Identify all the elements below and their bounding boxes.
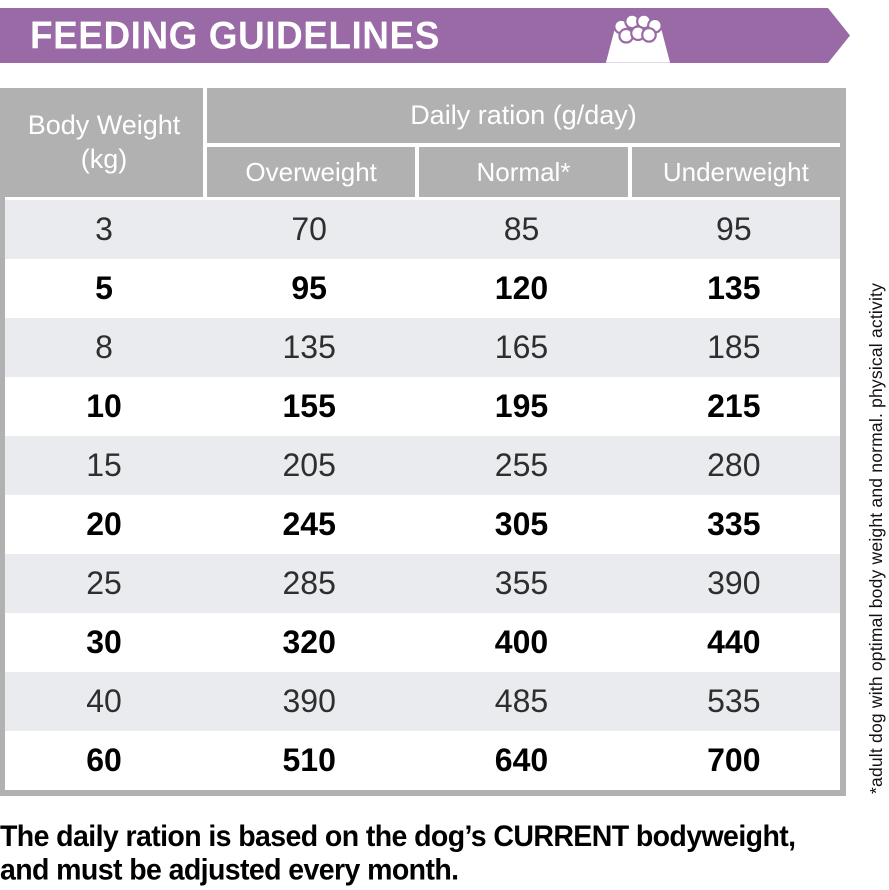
cell-overweight: 155 — [282, 388, 336, 424]
table-row: 60 510 640 700 — [5, 731, 840, 790]
cell-overweight: 205 — [282, 447, 336, 483]
cell-normal: 195 — [494, 388, 549, 424]
table-header: Body Weight (kg) Daily ration (g/day) Ov… — [5, 88, 840, 197]
side-footnote: *adult dog with optimal body weight and … — [866, 282, 886, 794]
cell-normal: 85 — [503, 211, 540, 247]
cell-overweight: 135 — [282, 329, 336, 365]
header-daily-ration: Daily ration (g/day) — [207, 88, 840, 143]
table-row: 30 320 400 440 — [5, 613, 840, 672]
cell-normal: 305 — [494, 506, 549, 542]
cell-underweight: 700 — [707, 742, 761, 778]
cell-overweight: 95 — [291, 270, 327, 306]
cell-overweight: 320 — [282, 624, 336, 660]
footer-note: The daily ration is based on the dog’s C… — [0, 820, 889, 888]
banner-title: FEEDING GUIDELINES — [30, 13, 440, 57]
footer-line-2: and must be adjusted every month. — [0, 854, 459, 887]
cell-normal: 255 — [494, 447, 549, 483]
cell-underweight: 335 — [707, 506, 761, 542]
cell-normal: 640 — [494, 742, 549, 778]
footer-line-1: The daily ration is based on the dog’s C… — [0, 820, 796, 853]
cell-normal: 355 — [494, 565, 549, 601]
table-row: 15 205 255 280 — [5, 436, 840, 495]
table-row: 20 245 305 335 — [5, 495, 840, 554]
cell-weight: 40 — [86, 683, 122, 719]
cell-weight: 10 — [86, 388, 122, 424]
cell-weight: 30 — [86, 624, 122, 660]
cell-overweight: 510 — [282, 742, 336, 778]
cell-underweight: 390 — [707, 565, 761, 601]
header-underweight: Underweight — [631, 147, 840, 197]
cell-normal: 485 — [494, 683, 549, 719]
table-row: 3 70 85 95 — [5, 200, 840, 259]
table-row: 8 135 165 185 — [5, 318, 840, 377]
dog-bowl-icon — [600, 13, 676, 67]
cell-underweight: 440 — [707, 624, 761, 660]
table-row: 25 285 355 390 — [5, 554, 840, 613]
cell-normal: 165 — [494, 329, 549, 365]
feeding-table: Body Weight (kg) Daily ration (g/day) Ov… — [0, 88, 846, 796]
cell-weight: 3 — [95, 211, 113, 247]
cell-weight: 5 — [95, 270, 113, 306]
cell-underweight: 535 — [707, 683, 761, 719]
table-row: 40 390 485 535 — [5, 672, 840, 731]
cell-overweight: 245 — [282, 506, 336, 542]
cell-normal: 400 — [494, 624, 549, 660]
header-overweight: Overweight — [207, 147, 416, 197]
header-body-weight: Body Weight (kg) — [5, 88, 203, 197]
cell-underweight: 95 — [716, 211, 752, 247]
cell-overweight: 390 — [282, 683, 336, 719]
cell-weight: 60 — [86, 742, 122, 778]
table-row: 10 155 195 215 — [5, 377, 840, 436]
cell-underweight: 215 — [707, 388, 761, 424]
cell-underweight: 185 — [707, 329, 761, 365]
cell-weight: 15 — [86, 447, 122, 483]
feeding-guidelines-banner: FEEDING GUIDELINES — [0, 8, 850, 63]
table-body: 3 70 85 95 5 95 120 135 8 135 165 185 10 155 195 215 15 2… — [5, 197, 840, 790]
cell-overweight: 70 — [291, 211, 327, 247]
cell-underweight: 280 — [707, 447, 761, 483]
header-normal: Normal* — [419, 147, 628, 197]
cell-weight: 8 — [95, 329, 113, 365]
cell-normal: 120 — [494, 270, 549, 306]
table-row: 5 95 120 135 — [5, 259, 840, 318]
cell-weight: 20 — [86, 506, 122, 542]
cell-underweight: 135 — [707, 270, 761, 306]
cell-overweight: 285 — [282, 565, 336, 601]
cell-weight: 25 — [86, 565, 122, 601]
